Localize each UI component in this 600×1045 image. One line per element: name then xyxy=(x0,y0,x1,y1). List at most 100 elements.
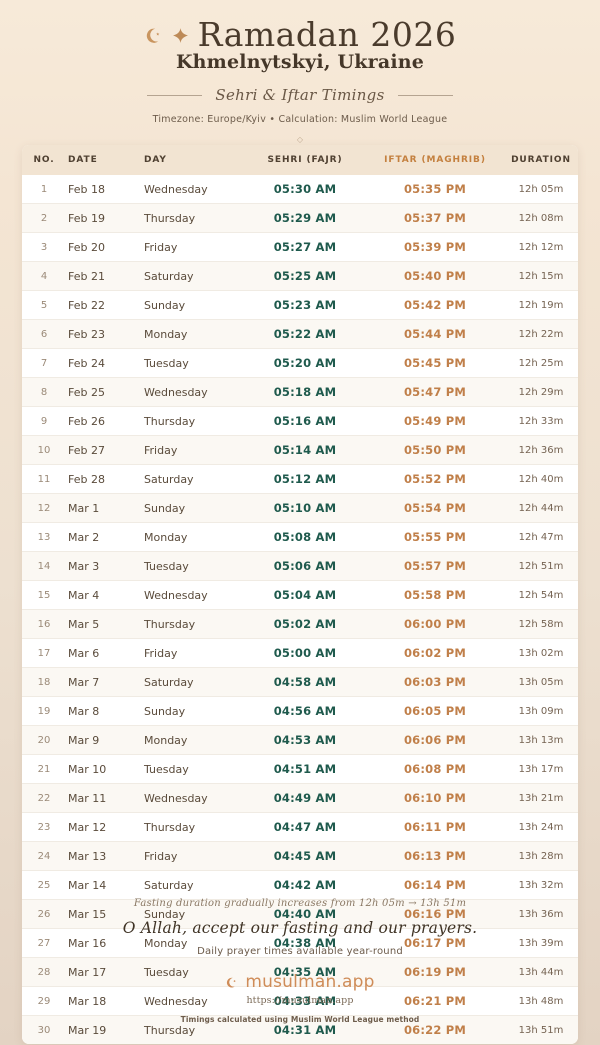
timezone-calculation-meta: Timezone: Europe/Kyiv • Calculation: Mus… xyxy=(152,114,448,125)
cell-iftar: 06:11 PM xyxy=(370,812,500,842)
cell-no: 4 xyxy=(22,261,66,291)
cell-no: 16 xyxy=(22,609,66,639)
table-row: 30 Mar 19 Thursday 04:31 AM 06:22 PM 13h 51m xyxy=(22,1015,578,1044)
cell-iftar: 05:44 PM xyxy=(370,319,500,349)
table-row: 28 Mar 17 Tuesday 04:35 AM 06:19 PM 13h 44m xyxy=(22,957,578,987)
fasting-duration-note: Fasting duration gradually increases fro… xyxy=(133,898,467,909)
cell-duration: 12h 05m xyxy=(518,183,564,195)
cell-day: Tuesday xyxy=(142,957,240,987)
cell-no: 21 xyxy=(22,754,66,784)
page-title: Ramadan 2026 xyxy=(197,15,457,54)
cell-iftar: 06:14 PM xyxy=(370,870,500,900)
cell-sehri: 04:31 AM xyxy=(240,1015,370,1044)
cell-date: Feb 20 xyxy=(66,232,142,262)
cell-iftar: 05:58 PM xyxy=(370,580,500,610)
cell-day: Sunday xyxy=(142,696,240,726)
cell-duration: 13h 36m xyxy=(500,899,578,929)
cell-duration: 13h 39m xyxy=(500,928,578,958)
cell-duration: 12h 54m xyxy=(500,580,578,610)
cell-no: 30 xyxy=(22,1015,66,1044)
tagline: Sehri & Iftar Timings xyxy=(215,86,385,104)
cell-sehri: 05:14 AM xyxy=(240,435,370,465)
table-row: 1 Feb 18 Wednesday 05:30 AM 05:35 PM 12h 05m xyxy=(22,175,578,204)
cell-date: Mar 4 xyxy=(66,580,142,610)
cell-sehri: 04:40 AM xyxy=(240,899,370,929)
cell-duration: 12h 36m xyxy=(500,435,578,465)
cell-day: Wednesday xyxy=(142,783,240,813)
cell-no: 6 xyxy=(22,319,66,349)
table-row: 17 Mar 6 Friday 05:00 AM 06:02 PM 13h 02m xyxy=(22,638,578,668)
cell-day: Friday xyxy=(142,841,240,871)
cell-date: Mar 14 xyxy=(66,870,142,900)
cell-day: Thursday xyxy=(142,406,240,436)
table-row: 7 Feb 24 Tuesday 05:20 AM 05:45 PM 12h 25m xyxy=(22,348,578,378)
cell-no: 17 xyxy=(22,638,66,668)
cell-no: 11 xyxy=(22,464,66,494)
cell-date: Feb 26 xyxy=(66,406,142,436)
cell-day: Monday xyxy=(142,522,240,552)
table-row: 19 Mar 8 Sunday 04:56 AM 06:05 PM 13h 09m xyxy=(22,696,578,726)
cell-sehri: 04:35 AM xyxy=(240,957,370,987)
cell-sehri: 05:06 AM xyxy=(240,551,370,581)
column-header-no: NO. xyxy=(33,155,55,165)
cell-duration: 13h 17m xyxy=(500,754,578,784)
cell-date: Mar 7 xyxy=(66,667,142,697)
cell-duration: 12h 33m xyxy=(500,406,578,436)
cell-date: Feb 18 xyxy=(68,182,105,196)
cell-no: 2 xyxy=(22,203,66,233)
cell-duration: 12h 12m xyxy=(500,232,578,262)
cell-sehri: 04:33 AM xyxy=(240,986,370,1016)
cell-iftar: 05:54 PM xyxy=(370,493,500,523)
table-row: 9 Feb 26 Thursday 05:16 AM 05:49 PM 12h 33m xyxy=(22,406,578,436)
cell-duration: 12h 47m xyxy=(500,522,578,552)
cell-sehri: 05:10 AM xyxy=(240,493,370,523)
cell-sehri: 04:51 AM xyxy=(240,754,370,784)
cell-iftar: 06:05 PM xyxy=(370,696,500,726)
cell-sehri: 05:12 AM xyxy=(240,464,370,494)
cell-sehri: 05:27 AM xyxy=(240,232,370,262)
cell-duration: 13h 48m xyxy=(500,986,578,1016)
table-row: 26 Mar 15 Sunday 04:40 AM 06:16 PM 13h 36m xyxy=(22,899,578,929)
page-header: Ramadan 2026 Khmelnytskyi, Ukraine Sehri… xyxy=(0,0,600,144)
cell-day: Sunday xyxy=(142,290,240,320)
cell-day: Saturday xyxy=(142,464,240,494)
cell-day: Sunday xyxy=(142,493,240,523)
four-point-sparkle-icon xyxy=(172,27,189,44)
cell-date: Feb 23 xyxy=(66,319,142,349)
cell-duration: 12h 51m xyxy=(500,551,578,581)
cell-no: 24 xyxy=(22,841,66,871)
cell-date: Mar 1 xyxy=(66,493,142,523)
dua-text: O Allah, accept our fasting and our pray… xyxy=(122,919,478,937)
cell-no: 22 xyxy=(22,783,66,813)
brand-row[interactable]: musulman.app xyxy=(0,972,600,992)
cell-sehri: 04:38 AM xyxy=(240,928,370,958)
cell-sehri: 05:25 AM xyxy=(240,261,370,291)
brand-url[interactable]: https://musulman.app xyxy=(246,995,354,1006)
table-row: 22 Mar 11 Wednesday 04:49 AM 06:10 PM 13h 21m xyxy=(22,783,578,813)
cell-duration: 12h 15m xyxy=(500,261,578,291)
brand-name[interactable]: musulman.app xyxy=(245,972,375,992)
tagline-divider-row: Sehri & Iftar Timings xyxy=(0,86,600,104)
table-row: 11 Feb 28 Saturday 05:12 AM 05:52 PM 12h 40m xyxy=(22,464,578,494)
table-row: 6 Feb 23 Monday 05:22 AM 05:44 PM 12h 22m xyxy=(22,319,578,349)
cell-duration: 13h 51m xyxy=(500,1015,578,1044)
table-body: 1 Feb 18 Wednesday 05:30 AM 05:35 PM 12h 05m 2… xyxy=(22,175,578,1044)
cell-iftar: 05:42 PM xyxy=(370,290,500,320)
cell-iftar: 06:16 PM xyxy=(370,899,500,929)
cell-duration: 13h 28m xyxy=(500,841,578,871)
cell-day: Wednesday xyxy=(142,377,240,407)
column-header-duration: DURATION xyxy=(511,155,571,165)
cell-date: Mar 3 xyxy=(66,551,142,581)
table-row: 25 Mar 14 Saturday 04:42 AM 06:14 PM 13h 32m xyxy=(22,870,578,900)
table-row: 5 Feb 22 Sunday 05:23 AM 05:42 PM 12h 19m xyxy=(22,290,578,320)
cell-day: Monday xyxy=(142,319,240,349)
cell-iftar: 06:17 PM xyxy=(370,928,500,958)
cell-iftar: 06:03 PM xyxy=(370,667,500,697)
cell-date: Feb 27 xyxy=(66,435,142,465)
cell-iftar: 06:10 PM xyxy=(370,783,500,813)
cell-duration: 12h 08m xyxy=(500,203,578,233)
cell-date: Mar 6 xyxy=(66,638,142,668)
cell-duration: 13h 05m xyxy=(500,667,578,697)
table-row: 3 Feb 20 Friday 05:27 AM 05:39 PM 12h 12m xyxy=(22,232,578,262)
cell-sehri: 04:56 AM xyxy=(240,696,370,726)
